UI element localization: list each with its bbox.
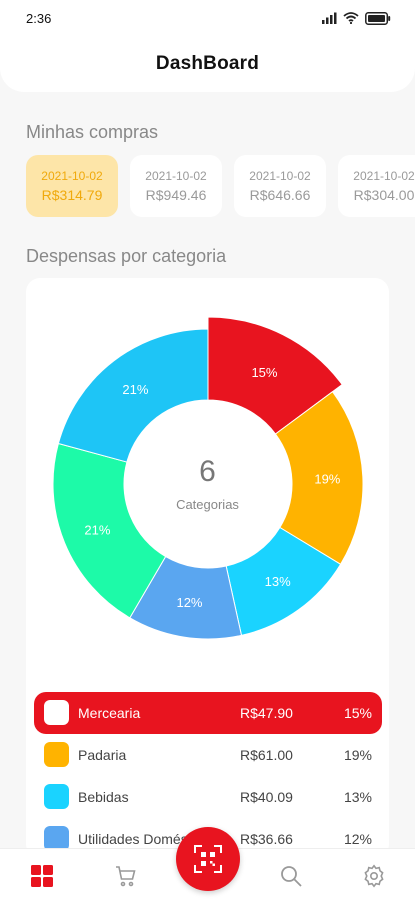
legend-row-padaria[interactable]: Padaria R$61.00 19%	[34, 734, 382, 776]
legend-swatch	[44, 700, 69, 725]
donut-slice-label: 21%	[122, 382, 148, 397]
purchase-date: 2021-10-02	[145, 169, 207, 183]
status-bar: 2:36	[0, 0, 415, 36]
purchases-section-title: Minhas compras	[26, 122, 159, 142]
legend-swatch	[44, 742, 69, 767]
donut-slice-label: 12%	[176, 595, 202, 610]
donut-slice[interactable]	[207, 316, 343, 435]
purchase-card[interactable]: 2021-10-02 R$949.46	[130, 155, 222, 217]
purchase-card[interactable]: 2021-10-02 R$646.66	[234, 155, 326, 217]
purchase-date: 2021-10-02	[41, 169, 103, 183]
legend-value: R$47.90	[240, 705, 293, 721]
donut-slice-label: 13%	[265, 574, 291, 589]
donut-slice[interactable]	[52, 442, 167, 619]
legend-name: Bebidas	[78, 789, 129, 805]
legend-value: R$61.00	[240, 747, 293, 763]
category-count-label: Categorias	[176, 497, 239, 512]
battery-icon	[365, 11, 391, 25]
cart-icon	[116, 866, 136, 887]
legend-percent: 13%	[343, 789, 372, 805]
nav-dashboard[interactable]	[29, 863, 55, 889]
nav-cart[interactable]	[113, 863, 139, 889]
legend-value: R$40.09	[240, 789, 293, 805]
purchase-amount: R$304.00	[353, 187, 415, 203]
nav-search[interactable]	[278, 863, 304, 889]
donut-slice[interactable]	[274, 391, 364, 565]
dashboard-icon	[31, 865, 53, 887]
legend-value: R$36.66	[240, 831, 293, 847]
legend-name: Padaria	[78, 747, 127, 763]
legend-percent: 12%	[343, 831, 372, 847]
purchase-card[interactable]: 2021-10-02 R$314.79	[26, 155, 118, 217]
page-title: DashBoard	[155, 53, 260, 74]
status-icons	[321, 11, 391, 25]
legend-name: Mercearia	[78, 705, 141, 721]
nav-settings[interactable]	[361, 863, 387, 889]
donut-slice[interactable]	[57, 328, 209, 463]
legend-swatch	[44, 784, 69, 809]
purchase-card[interactable]: 2021-10-02 R$304.00	[338, 155, 415, 217]
legend-percent: 15%	[343, 705, 372, 721]
legend-row-mercearia[interactable]: Mercearia R$47.90 15%	[34, 692, 382, 734]
purchase-date: 2021-10-02	[353, 169, 415, 183]
purchase-amount: R$314.79	[41, 187, 103, 203]
qr-scan-icon	[194, 845, 222, 873]
legend-percent: 19%	[343, 747, 372, 763]
purchases-list[interactable]: 2021-10-02 R$314.79 2021-10-02 R$949.46 …	[26, 155, 415, 217]
settings-icon	[364, 864, 384, 888]
donut-slice-label: 19%	[314, 471, 340, 486]
status-time: 2:36	[26, 10, 52, 26]
search-icon	[281, 866, 302, 887]
purchase-amount: R$949.46	[145, 187, 207, 203]
signal-icon	[322, 12, 337, 24]
category-donut-chart[interactable]: 15% 19% 13% 12% 21% 21%	[0, 0, 415, 660]
category-count: 6	[199, 455, 216, 488]
legend-swatch	[44, 826, 69, 851]
purchase-amount: R$646.66	[249, 187, 311, 203]
scan-qr-button[interactable]	[176, 827, 240, 891]
purchase-date: 2021-10-02	[249, 169, 311, 183]
legend-row-bebidas[interactable]: Bebidas R$40.09 13%	[34, 776, 382, 818]
donut-slice-label: 21%	[84, 522, 110, 537]
wifi-icon	[343, 12, 359, 24]
header: DashBoard	[0, 36, 415, 92]
donut-slice-label: 15%	[251, 365, 277, 380]
categories-section-title: Despensas por categoria	[26, 246, 227, 266]
category-legend: Mercearia R$47.90 15% Padaria R$61.00 19…	[34, 692, 382, 860]
